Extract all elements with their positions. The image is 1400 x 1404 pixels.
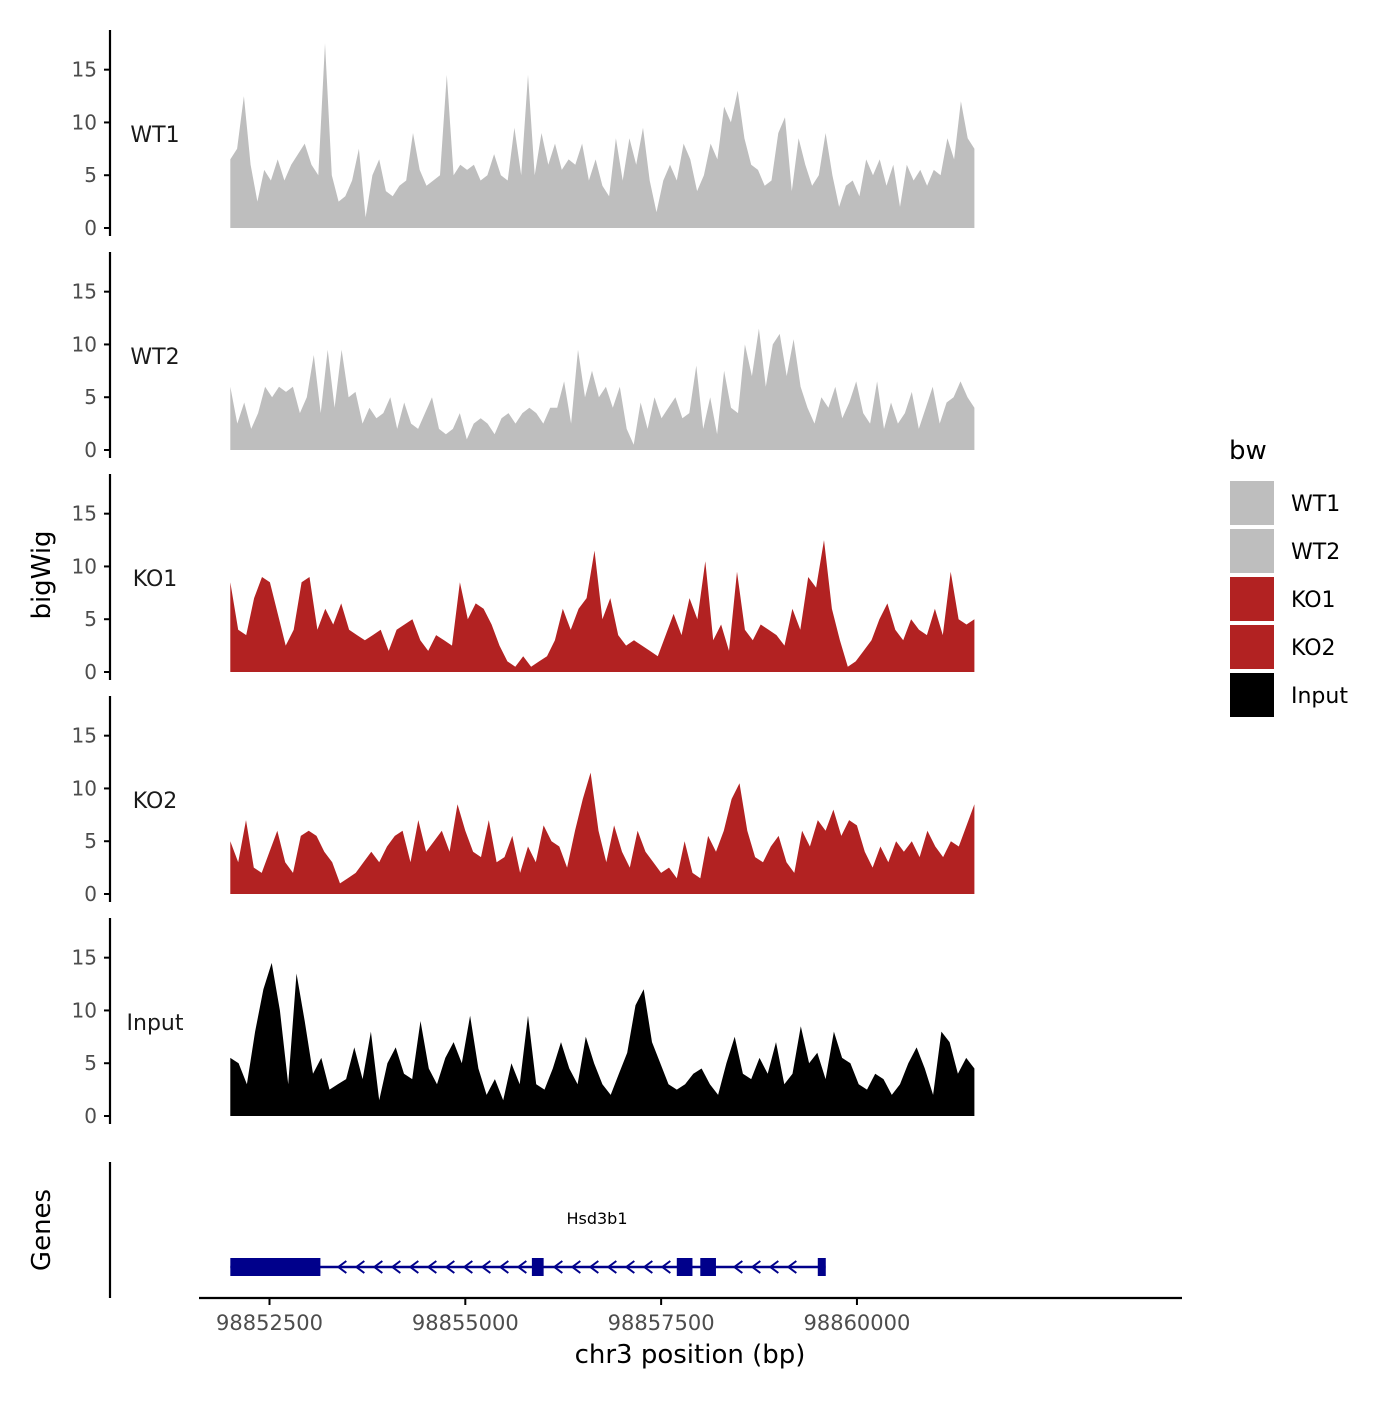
track-panel-wt1: 0 5 10 15 WT1 [72, 30, 975, 240]
legend-item-ko1: KO1 [1228, 575, 1336, 623]
legend-keys: WT1 WT2 KO1 KO2 Input [1228, 479, 1348, 719]
y-tick-label: 15 [72, 946, 97, 970]
track-label: KO2 [133, 789, 178, 814]
genes-axis-title: Genes [27, 1189, 57, 1271]
gene-exon [531, 1258, 544, 1276]
coverage-area-ko1 [230, 540, 975, 672]
legend-item-wt2: WT2 [1228, 527, 1340, 575]
x-axis-title: chr3 position (bp) [575, 1340, 806, 1370]
track-label: WT1 [130, 123, 179, 148]
y-tick-label: 10 [72, 998, 97, 1022]
strand-arrow [480, 1260, 491, 1274]
y-tick-label: 0 [84, 882, 97, 906]
strand-arrow [552, 1260, 563, 1274]
gene-name-label: Hsd3b1 [566, 1209, 627, 1228]
strand-arrow [768, 1260, 779, 1274]
coverage-area-ko2 [230, 772, 975, 894]
strand-arrow [336, 1260, 347, 1274]
gene-model-hsd3b1 [230, 1258, 826, 1276]
y-tick-label: 15 [72, 280, 97, 304]
y-tick-label: 15 [72, 58, 97, 82]
legend-title: bw [1229, 436, 1267, 466]
strand-arrow [516, 1260, 527, 1274]
track-label: Input [127, 1011, 184, 1036]
legend-swatch [1228, 575, 1276, 623]
gene-exon [817, 1258, 826, 1276]
strand-arrow [606, 1260, 617, 1274]
legend-label: KO2 [1291, 636, 1336, 661]
legend-label: WT2 [1291, 540, 1340, 565]
gene-exon [700, 1258, 716, 1276]
gene-exon [230, 1258, 321, 1276]
bigwig-panels: 0 5 10 15 WT1 0 5 10 15 WT2 0 5 10 15 KO1 0 5 10 15 KO2 0 5 10… [72, 30, 975, 1128]
gene-panel: Genes Hsd3b1 [27, 1162, 826, 1298]
legend-label: Input [1291, 684, 1348, 709]
y-tick-label: 5 [84, 607, 97, 631]
strand-arrow [390, 1260, 401, 1274]
x-ticks: 98852500 98855000 98857500 98860000 [216, 1298, 910, 1335]
track-panel-wt2: 0 5 10 15 WT2 [72, 252, 975, 462]
legend-item-ko2: KO2 [1228, 623, 1336, 671]
y-tick-label: 5 [84, 829, 97, 853]
legend-item-wt1: WT1 [1228, 479, 1340, 527]
legend-swatch [1228, 623, 1276, 671]
track-panel-ko1: 0 5 10 15 KO1 [72, 474, 975, 684]
legend-swatch [1228, 479, 1276, 527]
y-tick-label: 10 [72, 110, 97, 134]
coverage-area-wt2 [230, 328, 975, 450]
y-tick-label: 5 [84, 1051, 97, 1075]
x-tick-label: 98852500 [216, 1311, 323, 1335]
y-tick-label: 0 [84, 1104, 97, 1128]
legend-item-input: Input [1228, 671, 1348, 719]
y-tick-label: 0 [84, 216, 97, 240]
strand-arrow [588, 1260, 599, 1274]
track-panel-input: 0 5 10 15 Input [72, 918, 975, 1128]
strand-arrow [354, 1260, 365, 1274]
legend-swatch [1228, 671, 1276, 719]
strand-arrow [642, 1260, 653, 1274]
gene-exon [676, 1258, 693, 1276]
track-label: KO1 [133, 567, 178, 592]
y-tick-label: 5 [84, 163, 97, 187]
strand-arrow [660, 1260, 671, 1274]
strand-arrow [570, 1260, 581, 1274]
legend: bw WT1 WT2 KO1 KO2 Input [1228, 436, 1348, 719]
track-panel-ko2: 0 5 10 15 KO2 [72, 696, 975, 906]
y-tick-label: 15 [72, 502, 97, 526]
x-tick-label: 98857500 [608, 1311, 715, 1335]
strand-arrow [372, 1260, 383, 1274]
strand-arrow [462, 1260, 473, 1274]
y-tick-label: 10 [72, 776, 97, 800]
legend-label: WT1 [1291, 492, 1340, 517]
coverage-area-input [230, 962, 975, 1116]
strand-arrow [750, 1260, 761, 1274]
coverage-area-wt1 [230, 43, 975, 228]
y-tick-label: 0 [84, 438, 97, 462]
y-tick-label: 0 [84, 660, 97, 684]
strand-arrow [498, 1260, 509, 1274]
y-tick-label: 10 [72, 332, 97, 356]
strand-arrow [408, 1260, 419, 1274]
strand-arrow [624, 1260, 635, 1274]
y-tick-label: 10 [72, 554, 97, 578]
strand-arrow [444, 1260, 455, 1274]
x-tick-label: 98855000 [412, 1311, 519, 1335]
strand-arrow [732, 1260, 743, 1274]
strand-arrow [786, 1260, 797, 1274]
legend-swatch [1228, 527, 1276, 575]
x-tick-label: 98860000 [803, 1311, 910, 1335]
y-axis-title: bigWig [27, 530, 57, 619]
strand-arrow [426, 1260, 437, 1274]
y-tick-label: 15 [72, 724, 97, 748]
x-axis: 98852500 98855000 98857500 98860000 chr3 po… [199, 1296, 1182, 1370]
track-label: WT2 [130, 345, 179, 370]
legend-label: KO1 [1291, 588, 1336, 613]
y-tick-label: 5 [84, 385, 97, 409]
